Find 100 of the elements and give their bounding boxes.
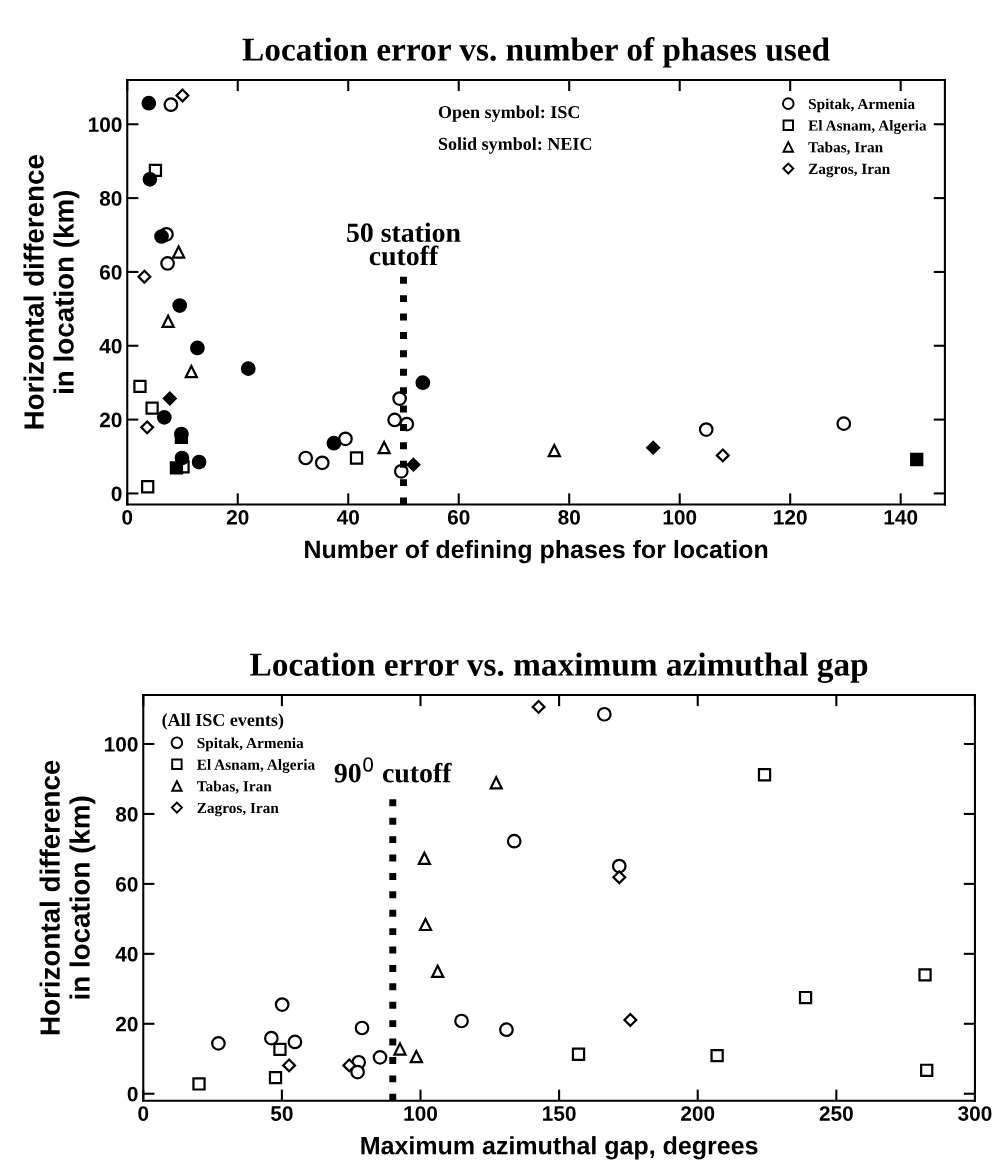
point bbox=[698, 422, 714, 437]
y-tick-label: 20 bbox=[99, 412, 122, 428]
y-tick-label: 40 bbox=[115, 946, 138, 962]
point bbox=[646, 440, 661, 455]
point bbox=[240, 361, 256, 377]
y-axis-title: Horizontal difference in location (km) bbox=[23, 155, 80, 429]
legend-label: Spitak, Armenia bbox=[197, 737, 304, 752]
annotation: Solid symbol: NEIC bbox=[438, 137, 592, 154]
point bbox=[715, 448, 730, 463]
point bbox=[571, 1047, 586, 1061]
point bbox=[489, 776, 503, 790]
point bbox=[920, 1063, 934, 1077]
point bbox=[393, 1042, 407, 1056]
point bbox=[499, 1022, 514, 1038]
x-tick-label: 20 bbox=[226, 509, 249, 525]
point bbox=[377, 440, 391, 455]
x-tick-label: 300 bbox=[958, 1106, 992, 1121]
point bbox=[161, 314, 175, 329]
point bbox=[174, 430, 189, 444]
point bbox=[169, 461, 184, 475]
point bbox=[431, 964, 445, 978]
point bbox=[372, 1050, 388, 1065]
point bbox=[273, 1042, 287, 1056]
y-tick-label: 60 bbox=[99, 264, 122, 280]
y-axis-title: Horizontal difference in location (km) bbox=[39, 760, 96, 1035]
point bbox=[326, 435, 342, 451]
y-tick-label: 0 bbox=[127, 1086, 138, 1102]
point bbox=[287, 1034, 303, 1050]
point bbox=[531, 699, 546, 714]
point bbox=[162, 391, 177, 406]
point bbox=[298, 450, 314, 466]
point bbox=[409, 1050, 424, 1064]
point bbox=[268, 1070, 283, 1085]
point bbox=[547, 443, 561, 458]
point bbox=[596, 706, 612, 722]
point bbox=[282, 1058, 297, 1073]
legend-label: El Asnam, Algeria bbox=[808, 119, 927, 134]
x-tick-label: 80 bbox=[558, 509, 580, 525]
point bbox=[160, 256, 175, 271]
point bbox=[145, 401, 159, 415]
legend-label: Tabas, Iran bbox=[808, 141, 883, 155]
point bbox=[141, 95, 157, 111]
point bbox=[418, 917, 433, 932]
point bbox=[350, 1064, 365, 1080]
point bbox=[415, 375, 431, 391]
point bbox=[710, 1048, 724, 1063]
point bbox=[172, 298, 188, 313]
x-tick-label: 250 bbox=[819, 1106, 853, 1121]
x-tick-label: 0 bbox=[138, 1106, 149, 1121]
ref-line-label: 90$^{0}$ cutoff bbox=[334, 757, 452, 783]
legend-label: Tabas, Iran bbox=[197, 780, 272, 794]
point bbox=[141, 480, 155, 494]
y-tick-label: 20 bbox=[115, 1016, 138, 1032]
point bbox=[611, 858, 627, 874]
point bbox=[910, 452, 924, 467]
x-tick-label: 120 bbox=[774, 509, 807, 525]
y-tick-label: 80 bbox=[115, 806, 138, 822]
legend-label: Zagros, Iran bbox=[808, 163, 890, 178]
point bbox=[342, 1058, 357, 1073]
point bbox=[798, 990, 813, 1005]
point bbox=[349, 451, 364, 465]
point bbox=[171, 245, 186, 259]
x-tick-label: 150 bbox=[543, 1106, 576, 1121]
point bbox=[836, 416, 852, 432]
chart-title: Location error vs. maximum azimuthal gap bbox=[250, 652, 868, 683]
point bbox=[154, 229, 169, 244]
annotation: Open symbol: ISC bbox=[438, 105, 580, 122]
point bbox=[757, 768, 772, 782]
point bbox=[191, 454, 207, 470]
chart-title: Location error vs. number of phases used bbox=[242, 37, 830, 68]
y-tick-label: 100 bbox=[104, 736, 138, 752]
x-tick-label: 40 bbox=[336, 509, 359, 525]
point bbox=[192, 1077, 206, 1091]
point bbox=[264, 1030, 279, 1046]
point bbox=[338, 431, 353, 447]
point bbox=[137, 269, 152, 284]
point bbox=[623, 1012, 638, 1027]
legend-label: Spitak, Armenia bbox=[808, 98, 915, 113]
legend-title: (All ISC events) bbox=[162, 713, 284, 730]
point bbox=[314, 455, 330, 471]
point bbox=[506, 833, 522, 849]
point bbox=[140, 420, 155, 435]
point bbox=[387, 412, 402, 428]
point bbox=[417, 851, 432, 866]
y-tick-label: 80 bbox=[99, 191, 122, 206]
y-tick-label: 60 bbox=[116, 876, 138, 892]
point bbox=[133, 379, 147, 394]
legend-label: Zagros, Iran bbox=[197, 802, 279, 817]
point bbox=[918, 968, 932, 982]
point bbox=[354, 1020, 370, 1036]
y-tick-label: 40 bbox=[99, 338, 122, 354]
point bbox=[175, 88, 190, 103]
x-tick-label: 50 bbox=[270, 1106, 293, 1121]
ref-line-label: 50 station cutoff bbox=[347, 222, 461, 266]
point bbox=[211, 1036, 226, 1051]
x-axis-title: Number of defining phases for location bbox=[305, 539, 768, 564]
point bbox=[392, 391, 407, 406]
point bbox=[156, 410, 172, 425]
point bbox=[184, 364, 198, 379]
x-tick-label: 200 bbox=[681, 1106, 715, 1121]
